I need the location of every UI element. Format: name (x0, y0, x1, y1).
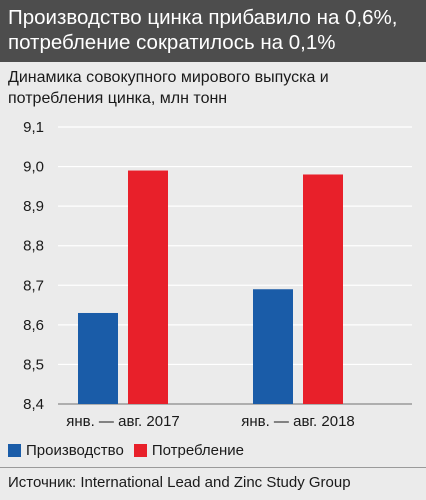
x-tick-label: янв. — авг. 2017 (66, 413, 180, 430)
legend: Производство Потребление (8, 442, 254, 459)
chart-subtitle: Динамика совокупного мирового выпуска и … (8, 69, 329, 107)
bar-production-1 (78, 312, 118, 404)
bar-production-2 (253, 289, 293, 404)
y-tick-label: 8,7 (23, 277, 44, 294)
y-tick-label: 9,1 (23, 119, 44, 136)
y-tick-label: 8,4 (23, 396, 44, 413)
source-divider (0, 467, 426, 468)
source-note: Источник: International Lead and Zinc St… (8, 474, 351, 491)
legend-label-production: Производство (26, 442, 124, 459)
y-tick-label: 8,9 (23, 198, 44, 215)
y-tick-label: 9,0 (23, 159, 44, 176)
y-tick-label: 8,8 (23, 238, 44, 255)
x-tick-label: янв. — авг. 2018 (241, 413, 355, 430)
title-banner: Производство цинка прибавило на 0,6%, по… (0, 0, 426, 62)
legend-swatch-consumption (133, 444, 147, 457)
chart-title: Производство цинка прибавило на 0,6%, по… (8, 6, 398, 54)
bar-consumption-2 (303, 174, 343, 404)
bar-consumption-1 (128, 170, 168, 404)
y-tick-label: 8,6 (23, 317, 44, 334)
legend-label-consumption: Потребление (151, 442, 245, 459)
legend-item-consumption: Потребление (133, 442, 245, 459)
legend-swatch-production (8, 444, 21, 457)
y-tick-label: 8,5 (23, 356, 44, 373)
bar-chart: 8,4 8,5 8,6 8,7 8,8 8,9 9,0 9,1 янв. — авг. 2017… (23, 119, 412, 430)
legend-item-production: Производство (8, 442, 124, 459)
